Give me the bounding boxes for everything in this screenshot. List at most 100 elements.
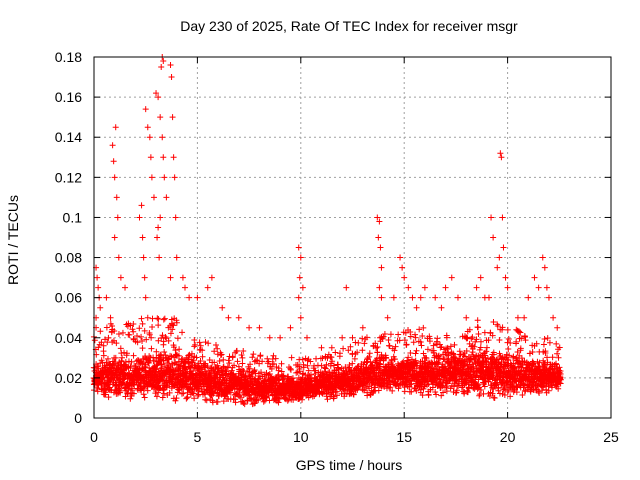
data-point xyxy=(178,390,185,397)
axis-ticks: 0 5 10 15 20 25 0 0.02 0.04 0.06 0.08 0.1 0.12 0.14 0.… xyxy=(55,49,619,445)
data-point xyxy=(543,284,550,291)
data-point xyxy=(264,355,271,362)
data-point xyxy=(277,334,284,341)
data-point xyxy=(497,150,504,157)
data-point xyxy=(481,383,488,390)
data-point xyxy=(240,347,247,354)
data-point xyxy=(212,341,219,348)
data-point xyxy=(518,355,525,362)
data-point xyxy=(359,335,366,342)
y-tick-label: 0.14 xyxy=(55,129,82,145)
data-point xyxy=(403,341,410,348)
data-point xyxy=(420,350,427,357)
data-point xyxy=(405,284,412,291)
data-point xyxy=(109,142,116,149)
data-point xyxy=(546,339,553,346)
data-point xyxy=(249,354,256,361)
data-point xyxy=(285,373,292,380)
data-point xyxy=(168,353,175,360)
data-point xyxy=(502,274,509,281)
plot-frame xyxy=(93,56,612,419)
data-point xyxy=(265,358,272,365)
data-point xyxy=(490,234,497,241)
data-point xyxy=(160,387,167,394)
data-point xyxy=(194,294,201,301)
data-point xyxy=(148,334,155,341)
data-point xyxy=(158,364,165,371)
data-point xyxy=(186,294,193,301)
data-point xyxy=(150,194,157,201)
data-point xyxy=(199,347,206,354)
data-point xyxy=(238,351,245,358)
data-point xyxy=(218,351,225,358)
data-point xyxy=(158,64,165,71)
data-point xyxy=(447,385,454,392)
data-point xyxy=(168,74,175,81)
data-point xyxy=(328,354,335,361)
data-point xyxy=(418,342,425,349)
data-point xyxy=(105,394,112,401)
data-point xyxy=(214,398,221,405)
data-point xyxy=(332,349,339,356)
data-point xyxy=(170,344,177,351)
data-point xyxy=(407,329,414,336)
data-point xyxy=(122,284,129,291)
data-point xyxy=(474,324,481,331)
data-point xyxy=(138,333,145,340)
data-point xyxy=(420,324,427,331)
data-point xyxy=(304,362,311,369)
data-point xyxy=(253,396,260,403)
data-point xyxy=(138,315,145,322)
data-point xyxy=(374,343,381,350)
data-point xyxy=(432,294,439,301)
data-point xyxy=(252,357,259,364)
data-point xyxy=(95,284,102,291)
data-point xyxy=(391,356,398,363)
data-point xyxy=(557,375,564,382)
data-point xyxy=(430,347,437,354)
data-point xyxy=(155,322,162,329)
x-axis-label: GPS time / hours xyxy=(296,457,403,473)
data-point xyxy=(440,389,447,396)
data-point xyxy=(231,362,238,369)
data-point xyxy=(454,294,461,301)
data-point xyxy=(121,349,128,356)
data-point xyxy=(405,354,412,361)
data-point xyxy=(146,134,153,141)
data-point xyxy=(323,361,330,368)
data-point xyxy=(345,365,352,372)
data-point xyxy=(114,214,121,221)
data-point xyxy=(143,336,150,343)
data-point xyxy=(176,387,183,394)
data-point xyxy=(142,106,149,113)
data-point xyxy=(336,353,343,360)
data-point xyxy=(552,361,559,368)
data-point xyxy=(138,202,145,209)
data-point xyxy=(465,385,472,392)
data-point xyxy=(426,338,433,345)
y-tick-label: 0.1 xyxy=(63,209,83,225)
data-point xyxy=(179,274,186,281)
data-point xyxy=(214,370,221,377)
data-point xyxy=(239,354,246,361)
data-point xyxy=(489,332,496,339)
data-point xyxy=(183,380,190,387)
data-point xyxy=(477,338,484,345)
data-point xyxy=(469,334,476,341)
y-tick-label: 0.18 xyxy=(55,49,82,65)
data-point xyxy=(130,321,137,328)
data-point xyxy=(255,397,262,404)
y-tick-label: 0.02 xyxy=(55,370,82,386)
data-point xyxy=(328,344,335,351)
data-point xyxy=(536,389,543,396)
data-point xyxy=(408,388,415,395)
data-point xyxy=(535,362,542,369)
data-point xyxy=(162,334,169,341)
data-point xyxy=(518,335,525,342)
data-point xyxy=(278,368,285,375)
data-point xyxy=(377,361,384,368)
data-point xyxy=(527,350,534,357)
data-point xyxy=(111,327,118,334)
data-point xyxy=(139,345,146,352)
data-point xyxy=(334,361,341,368)
